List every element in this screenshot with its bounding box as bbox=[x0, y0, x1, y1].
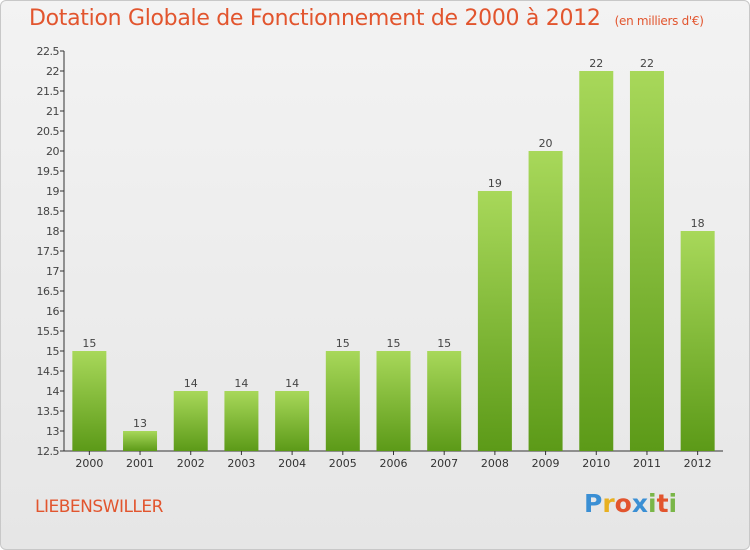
data-label: 18 bbox=[691, 217, 705, 230]
data-label: 15 bbox=[336, 337, 350, 350]
y-tick-label: 22 bbox=[46, 65, 59, 78]
logo-letter: P bbox=[584, 489, 603, 518]
y-tick-label: 16.5 bbox=[37, 285, 60, 298]
x-tick-label: 2012 bbox=[684, 457, 712, 470]
y-tick-label: 20 bbox=[46, 145, 59, 158]
bar bbox=[477, 191, 512, 451]
x-tick-label: 2005 bbox=[329, 457, 357, 470]
data-label: 14 bbox=[184, 377, 198, 390]
data-label: 14 bbox=[285, 377, 299, 390]
y-tick-label: 21 bbox=[46, 105, 59, 118]
bar bbox=[173, 391, 208, 451]
x-tick-label: 2009 bbox=[532, 457, 560, 470]
data-label: 14 bbox=[234, 377, 248, 390]
x-tick-label: 2004 bbox=[278, 457, 306, 470]
logo-letter: o bbox=[614, 489, 632, 518]
data-label: 22 bbox=[640, 57, 654, 70]
data-label: 22 bbox=[589, 57, 603, 70]
y-tick-label: 18.5 bbox=[37, 205, 60, 218]
bar bbox=[72, 351, 107, 451]
x-tick-label: 2002 bbox=[177, 457, 205, 470]
chart-subtitle: (en milliers d'€) bbox=[614, 14, 704, 28]
axes: 12.5 13 13.5 14 14.5 15 15.5 16 16.5 17 17.5 18 18.5… bbox=[37, 45, 723, 470]
x-tick-label: 2011 bbox=[633, 457, 661, 470]
x-tick-label: 2003 bbox=[227, 457, 255, 470]
y-tick-label: 15.5 bbox=[37, 325, 60, 338]
y-tick-label: 21.5 bbox=[37, 85, 60, 98]
bar bbox=[629, 71, 664, 451]
data-label: 15 bbox=[82, 337, 96, 350]
logo-letter: i bbox=[648, 489, 657, 518]
bar bbox=[376, 351, 411, 451]
x-tick-label: 2006 bbox=[380, 457, 408, 470]
y-tick-label: 14.5 bbox=[37, 365, 60, 378]
y-tick-label: 13 bbox=[46, 425, 59, 438]
data-label: 20 bbox=[539, 137, 553, 150]
y-tick-label: 12.5 bbox=[37, 445, 60, 458]
x-tick-label: 2010 bbox=[582, 457, 610, 470]
x-tick-label: 2007 bbox=[430, 457, 458, 470]
data-label: 15 bbox=[387, 337, 401, 350]
logo-letter: r bbox=[602, 489, 615, 518]
y-tick-label: 15 bbox=[46, 345, 59, 358]
chart-title-text: Dotation Globale de Fonctionnement de 20… bbox=[29, 6, 601, 31]
logo-letter: t bbox=[656, 489, 669, 518]
y-tick-label: 13.5 bbox=[37, 405, 60, 418]
bar bbox=[579, 71, 614, 451]
commune-name: LIEBENSWILLER bbox=[35, 497, 163, 517]
data-label: 13 bbox=[133, 417, 147, 430]
y-tick-label: 14 bbox=[46, 385, 59, 398]
data-label: 19 bbox=[488, 177, 502, 190]
x-tick-label: 2008 bbox=[481, 457, 509, 470]
logo-letter: i bbox=[668, 489, 678, 518]
y-tick-label: 17.5 bbox=[37, 245, 60, 258]
bar bbox=[123, 431, 158, 451]
data-label: 15 bbox=[437, 337, 451, 350]
bar bbox=[528, 151, 563, 451]
y-tick-label: 17 bbox=[46, 265, 59, 278]
y-tick-label: 19 bbox=[46, 185, 59, 198]
y-tick-label: 22.5 bbox=[37, 45, 60, 58]
x-tick-label: 2001 bbox=[126, 457, 154, 470]
bars bbox=[72, 71, 715, 451]
data-labels: 15 13 14 14 14 15 15 15 19 20 22 22 18 bbox=[82, 57, 704, 430]
bar bbox=[325, 351, 360, 451]
chart-title: Dotation Globale de Fonctionnement de 20… bbox=[29, 6, 704, 31]
proxiti-logo[interactable]: Proxiti bbox=[584, 489, 677, 518]
bar bbox=[427, 351, 462, 451]
y-tick-label: 19.5 bbox=[37, 165, 60, 178]
bar bbox=[680, 231, 715, 451]
x-tick-label: 2000 bbox=[75, 457, 103, 470]
y-tick-label: 18 bbox=[46, 225, 59, 238]
bar bbox=[275, 391, 310, 451]
y-tick-label: 16 bbox=[46, 305, 59, 318]
bar bbox=[224, 391, 259, 451]
logo-letter: x bbox=[631, 489, 648, 518]
y-tick-label: 20.5 bbox=[37, 125, 60, 138]
